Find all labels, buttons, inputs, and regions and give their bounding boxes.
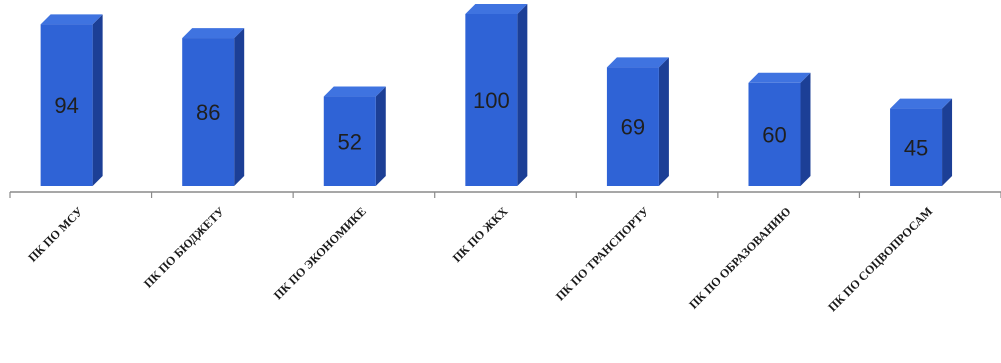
bar-front (40, 24, 93, 186)
bar-side (942, 98, 953, 186)
category-label: ПК ПО ТРАНСПОРТУ (553, 204, 652, 303)
category-label: ПК ПО СОЦВОПРОСАМ (825, 204, 935, 314)
x-axis-ticks (9, 192, 1001, 198)
bar-side (658, 57, 669, 186)
bar-front (182, 38, 235, 186)
bar-3 (323, 86, 386, 186)
bar-side (800, 72, 811, 186)
bar-top (182, 28, 245, 39)
bar-top (323, 86, 386, 97)
bar-front (323, 96, 376, 186)
bar-front (890, 108, 943, 186)
data-label: 100 (473, 88, 510, 113)
bar-front (748, 82, 801, 186)
bar-top (465, 4, 528, 14)
data-label: 94 (54, 93, 78, 118)
bar-top (40, 14, 103, 25)
category-label: ПК ПО МСУ (25, 204, 85, 264)
bar-2 (182, 28, 245, 186)
bar-side (234, 28, 245, 186)
bar-top (606, 57, 669, 68)
bar-4 (465, 4, 528, 186)
data-labels-group: 94 86 52 100 69 60 45 (54, 88, 928, 160)
category-label: ПК ПО БЮДЖЕТУ (141, 204, 228, 291)
data-label: 52 (338, 129, 362, 154)
bar-side (375, 86, 386, 186)
category-labels-group: ПК ПО МСУ ПК ПО БЮДЖЕТУ ПК ПО ЭКОНОМИКЕ ПК … (25, 204, 935, 314)
bar-1 (40, 14, 103, 186)
data-label: 86 (196, 100, 220, 125)
data-label: 60 (762, 122, 786, 147)
category-label: ПК ПО ОБРАЗОВАНИЮ (686, 204, 793, 311)
bar-7 (890, 98, 953, 186)
category-label: ПК ПО ЭКОНОМИКЕ (271, 204, 369, 302)
bar-6 (748, 72, 811, 186)
bar-5 (606, 57, 669, 186)
bar-front (606, 67, 659, 186)
bar-top (748, 72, 811, 83)
data-label: 69 (621, 115, 645, 140)
bar-top (890, 98, 953, 109)
bars-group (40, 4, 953, 186)
bar-side (517, 4, 528, 186)
bar-front (465, 14, 518, 186)
bar-side (92, 14, 103, 186)
category-label: ПК ПО ЖКХ (450, 204, 511, 265)
data-label: 45 (904, 135, 928, 160)
